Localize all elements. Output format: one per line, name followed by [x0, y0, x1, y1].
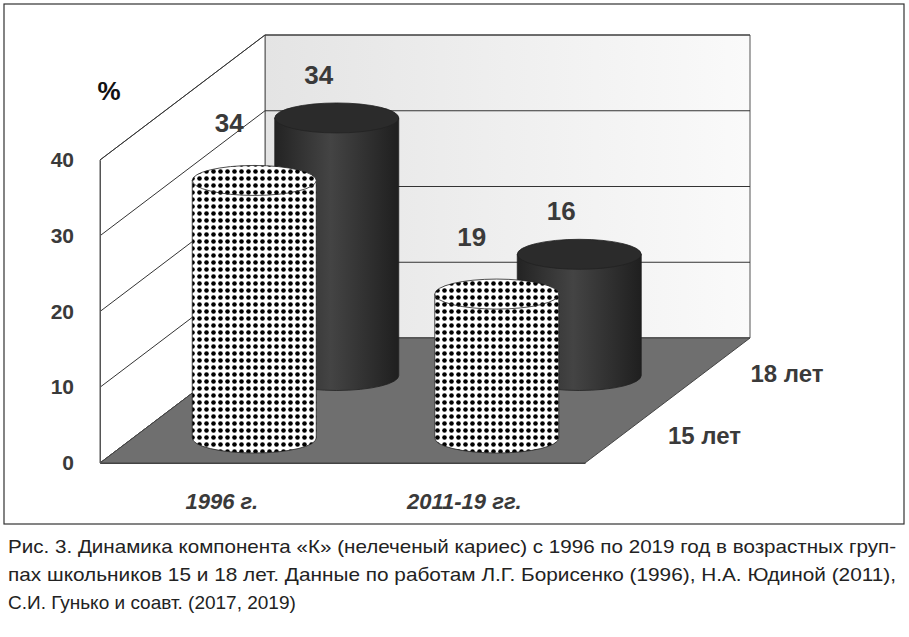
- series-label: 18 лет: [751, 360, 824, 387]
- data-labels: 34 16 34 19: [215, 60, 576, 252]
- x-tick: 2011-19 гг.: [406, 463, 522, 514]
- y-tick-label: 10: [51, 375, 74, 398]
- chart-frame: [4, 4, 904, 524]
- y-tick-label: 0: [62, 451, 74, 474]
- series: [192, 165, 559, 453]
- series-label: 15 лет: [668, 422, 741, 449]
- caption-line: пах школьников 15 и 18 лет. Данные по ра…: [8, 564, 896, 585]
- caption: Рис. 3. Динамика компонента «К» (нелечен…: [8, 536, 896, 613]
- y-axis-label: %: [97, 76, 120, 106]
- grid: [100, 35, 750, 463]
- x-tick: 1996 г.: [185, 463, 258, 514]
- cylinder: [435, 294, 559, 453]
- chart-svg: 34 16 34 19 0 10 20 30 40 1996 г. 2011-19 гг. 15 ле…: [0, 0, 909, 637]
- x-axis-line: [101, 463, 586, 464]
- y-tick-label: 40: [51, 148, 74, 171]
- y-tick-label: 30: [51, 224, 74, 247]
- data-label: 34: [215, 108, 244, 138]
- data-label: 34: [304, 60, 333, 90]
- cylinder-top: [435, 279, 559, 309]
- x-tick-label: 1996 г.: [185, 489, 258, 514]
- data-label: 19: [457, 222, 486, 252]
- y-axis-line: [100, 161, 101, 464]
- grid-line: [265, 35, 750, 36]
- cylinder-top: [192, 165, 316, 195]
- x-axis: 1996 г. 2011-19 гг.: [101, 463, 586, 514]
- plot-area: [192, 103, 641, 453]
- cylinder-top: [517, 239, 641, 269]
- y-tick-label: 20: [51, 300, 74, 323]
- ylabel-box: [80, 62, 138, 120]
- caption-line: Рис. 3. Динамика компонента «К» (нелечен…: [8, 536, 896, 557]
- cylinder: [192, 180, 316, 453]
- y-tick: 0: [62, 451, 100, 474]
- cylinder-top: [275, 103, 399, 133]
- caption-line: С.И. Гунько и соавт. (2017, 2019): [8, 592, 296, 613]
- y-tick: 10: [51, 375, 100, 398]
- y-axis: 0 10 20 30 40: [51, 148, 101, 474]
- chart-container: 34 16 34 19 0 10 20 30 40 1996 г. 2011-19 гг. 15 ле…: [0, 0, 909, 637]
- y-tick: 40: [51, 148, 100, 171]
- y-tick: 20: [51, 300, 100, 323]
- y-tick: 30: [51, 224, 100, 247]
- x-tick-label: 2011-19 гг.: [406, 489, 522, 514]
- data-label: 16: [547, 196, 576, 226]
